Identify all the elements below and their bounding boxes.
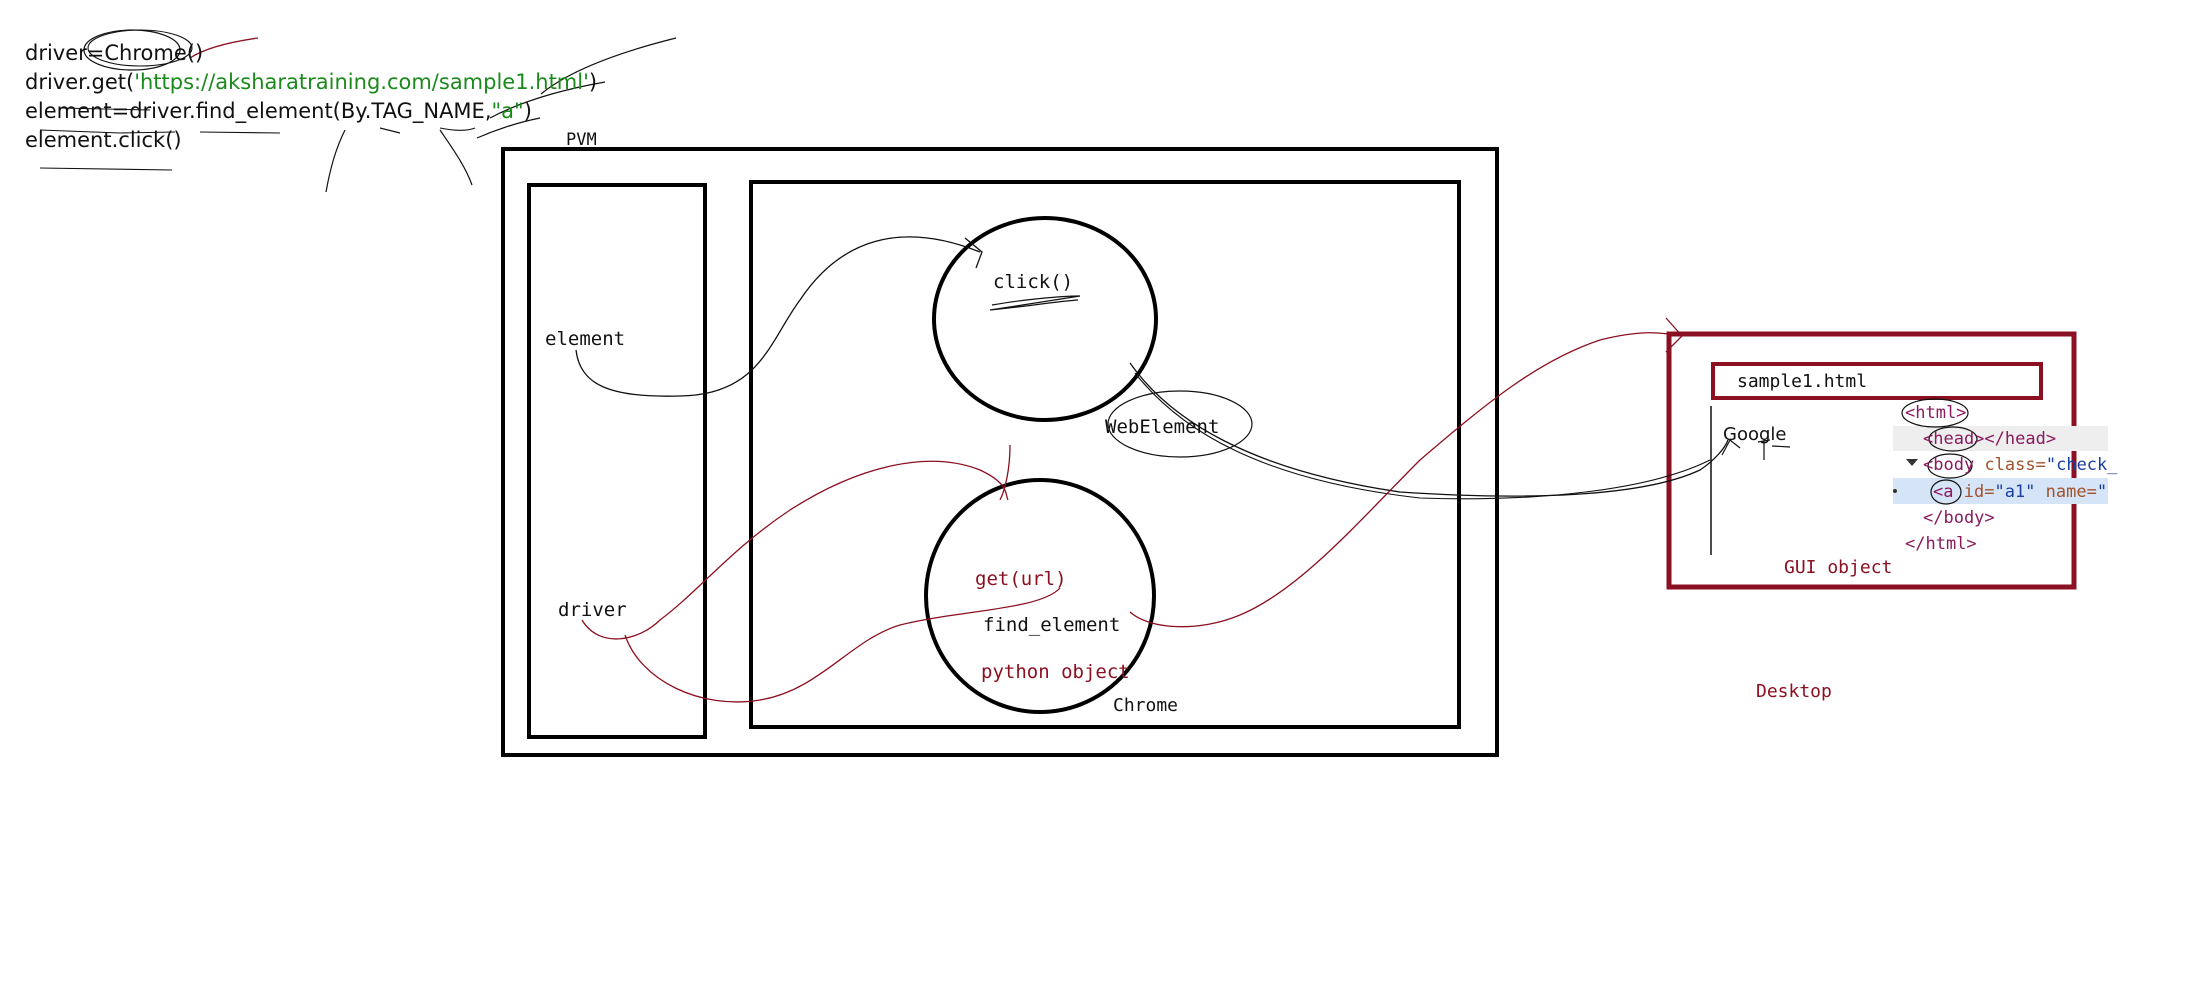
chrome-object-circle [924, 478, 1156, 714]
code-line-2-prefix: driver.get( [25, 70, 135, 94]
chrome-to-gui-arrow [1129, 332, 1681, 628]
gui-window [1666, 331, 2077, 590]
google-link-label: Google [1723, 424, 1787, 445]
element-arrowhead [964, 237, 983, 269]
driver-arrowhead [999, 444, 1011, 501]
code-pointer-lines [325, 127, 473, 193]
address-bar [1711, 362, 2043, 400]
gui-object-label: GUI object [1784, 557, 1893, 578]
pvm-box [501, 147, 1499, 757]
devtools-anchor-row: <a id="a1" name=" [1933, 484, 2107, 501]
constructor-red-mark [189, 37, 259, 59]
devtools-a-attr-id: id= [1963, 482, 1995, 502]
devtools-anchor-row-bg [1893, 478, 2108, 504]
python-object-label: python object [981, 661, 1130, 683]
driver-to-chrome-arrow [581, 460, 1009, 640]
code-line-3-locator: "a" [491, 99, 524, 123]
driver-label: driver [558, 599, 627, 621]
code-line-2-suffix: ) [588, 70, 598, 94]
devtools-a-open: <a [1933, 482, 1954, 502]
webelement-scribble [1107, 390, 1253, 458]
devtools-head-close: </head> [1984, 429, 2057, 449]
code-line-3: element=driver.find_element(By.TAG_NAME,… [25, 101, 532, 122]
element-to-webelement-arrow [575, 236, 981, 397]
code-line-3-suffix: ) [523, 99, 532, 123]
devtools-body-val: "check_ [2045, 455, 2118, 475]
google-marker [1721, 439, 1791, 460]
devtools-head-open: <head> [1923, 429, 1985, 449]
a-tag-scribble [1930, 479, 1962, 505]
devtools-body-attr: class= [1984, 455, 2046, 475]
code-bracket-lines [476, 37, 677, 139]
devtools-row-dot [1893, 489, 1897, 493]
devtools-a-val-name: " [2096, 482, 2108, 502]
chrome-box [749, 180, 1461, 729]
variables-box [527, 183, 707, 739]
find-element-label: find_element [983, 614, 1121, 636]
gui-arrowhead [1665, 317, 1683, 353]
devtools-body-close: </body> [1923, 508, 1995, 528]
body-tag-scribble [1927, 453, 1973, 479]
click-underline-scribble [989, 295, 1081, 311]
webelement-label: WebElement [1105, 416, 1220, 438]
click-method-label: click() [993, 271, 1074, 293]
webelement-to-gui-link-2 [1134, 372, 1711, 500]
desktop-label: Desktop [1756, 681, 1832, 702]
code-line-3-prefix: element=driver.find_element(By.TAG_NAME, [25, 99, 492, 123]
code-underlines [39, 107, 476, 171]
code-line-2-url: 'https://aksharatraining.com/sample1.htm… [134, 70, 589, 94]
devtools-expand-triangle [1906, 459, 1918, 466]
chrome-label: Chrome [1113, 695, 1179, 716]
head-tag-scribble [1928, 426, 1978, 452]
chrome-call-scribble-2 [87, 29, 193, 67]
devtools-html-open: <html> [1905, 403, 1967, 423]
html-tag-scribble [1901, 398, 1969, 428]
element-label: element [545, 328, 626, 350]
devtools-a-val-id: "a1" [1994, 482, 2036, 502]
webelement-to-gui-link-1 [1129, 362, 1729, 497]
devtools-head-row: <head></head> [1923, 431, 2056, 448]
devtools-body-row: <body class="check_ [1923, 457, 2118, 474]
code-line-2: driver.get('https://aksharatraining.com/… [25, 72, 597, 93]
driver-to-findelement-arrow [624, 587, 1061, 703]
devtools-a-attr-name: name= [2045, 482, 2097, 502]
pvm-label: PVM [566, 130, 597, 150]
sample-file-label: sample1.html [1737, 371, 1868, 392]
code-line-1: driver=Chrome() [25, 41, 204, 65]
devtools-html-close: </html> [1905, 534, 1977, 554]
get-url-label: get(url) [975, 568, 1067, 590]
code-line-4: element.click() [25, 128, 182, 152]
webelement-object-circle [932, 216, 1158, 422]
devtools-body-open: <body [1923, 455, 1975, 475]
